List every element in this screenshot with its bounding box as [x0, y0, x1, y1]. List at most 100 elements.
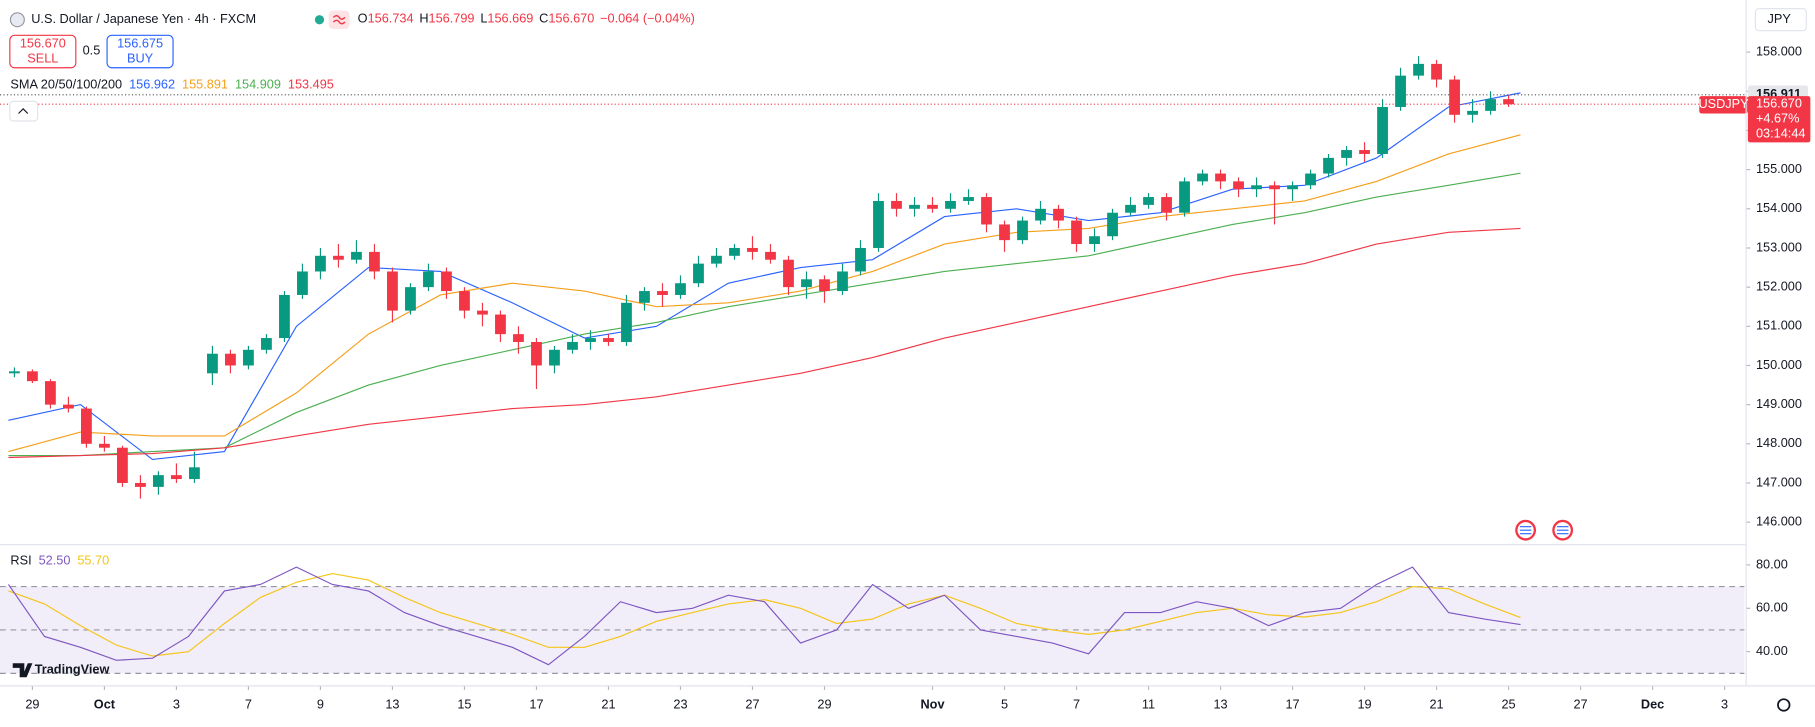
- candle-body: [27, 371, 38, 382]
- candle-body: [1197, 173, 1208, 182]
- ohlc-value: 156.734: [368, 11, 414, 26]
- last-price-box: [1747, 96, 1811, 143]
- candle-body: [459, 291, 470, 311]
- candle-body: [801, 279, 812, 288]
- candle-body: [783, 259, 794, 288]
- rsi-tick-label: 60.00: [1756, 600, 1788, 615]
- candle-body: [531, 341, 542, 366]
- data-badge-icon: [332, 14, 346, 25]
- settings-icon[interactable]: [1777, 698, 1791, 712]
- rsi-line: [7, 566, 1521, 666]
- rsi-tick-label: 80.00: [1756, 556, 1788, 571]
- time-tick-label: 5: [1001, 696, 1008, 711]
- sma-value: 153.495: [288, 77, 334, 92]
- candle-body: [927, 204, 938, 209]
- candle-body: [1251, 185, 1262, 190]
- sma-value: 156.962: [129, 77, 175, 92]
- sma-line: [8, 92, 1521, 461]
- chart-title: U.S. Dollar / Japanese Yen · 4h · FXCM: [31, 11, 256, 26]
- price-tick-label: 147.000: [1756, 474, 1802, 489]
- candle-body: [1395, 75, 1406, 107]
- time-tick-label: 13: [1213, 696, 1227, 711]
- collapse-button[interactable]: [9, 100, 39, 122]
- price-tick-label: 148.000: [1756, 435, 1802, 450]
- candle-body: [1107, 212, 1118, 237]
- candle-body: [585, 338, 596, 342]
- ohlc-legend: O156.734 H156.799 L156.669 C156.670 −0.064 (…: [358, 11, 695, 26]
- time-tick-label: 19: [1357, 696, 1371, 711]
- candle-body: [1359, 150, 1370, 154]
- candle-body: [261, 338, 272, 350]
- time-tick-label: 27: [1573, 696, 1587, 711]
- rsi-ma-value: 55.70: [77, 553, 109, 568]
- candle-body: [279, 294, 290, 339]
- candle-body: [1503, 99, 1514, 105]
- buy-price: 156.675: [117, 35, 163, 50]
- candle-body: [873, 200, 884, 248]
- time-tick-label: 25: [1501, 696, 1515, 711]
- candle-body: [1269, 185, 1280, 190]
- candle-body: [117, 447, 128, 483]
- candle-body: [1287, 185, 1298, 190]
- symbol-icon: [9, 12, 25, 28]
- candle-body: [603, 338, 614, 342]
- sell-label: SELL: [27, 50, 58, 65]
- time-tick-label: 7: [245, 696, 252, 711]
- time-tick-label: 29: [25, 696, 39, 711]
- candle-body: [1485, 99, 1496, 111]
- currency-button[interactable]: [1754, 8, 1807, 32]
- sma-legend: SMA 20/50/100/200 156.962 155.891 154.909 15…: [10, 77, 333, 92]
- candle-body: [513, 334, 524, 342]
- candle-body: [1377, 106, 1388, 154]
- sma-value: 154.909: [235, 77, 281, 92]
- rsi-tick-label: 40.00: [1756, 643, 1788, 658]
- candle-body: [135, 482, 146, 487]
- candle-body: [981, 197, 992, 225]
- ohlc-label: C: [539, 11, 548, 26]
- price-tick-label: 149.000: [1756, 396, 1802, 411]
- rsi-ma-line: [8, 572, 1521, 657]
- ohlc-label: H: [419, 11, 428, 26]
- candle-body: [9, 371, 20, 374]
- candle-body: [225, 353, 236, 366]
- candle-body: [369, 251, 380, 272]
- candle-body: [567, 341, 578, 350]
- price-tick-label: 155.000: [1756, 161, 1802, 176]
- ohlc-label: O: [358, 11, 368, 26]
- price-tick-label: 151.000: [1756, 318, 1802, 333]
- time-tick-label: 27: [745, 696, 759, 711]
- ohlc-label: L: [480, 11, 487, 26]
- time-tick-label: 17: [529, 696, 543, 711]
- candle-body: [189, 467, 200, 480]
- candle-body: [639, 291, 650, 303]
- rsi-legend: RSI 52.50 55.70: [10, 553, 109, 568]
- candle-body: [945, 200, 956, 209]
- candle-body: [999, 224, 1010, 241]
- time-tick-label: 21: [1429, 696, 1443, 711]
- sell-button[interactable]: [9, 34, 77, 69]
- time-tick-label: 9: [317, 696, 324, 711]
- candle-body: [441, 271, 452, 292]
- candle-body: [495, 314, 506, 335]
- candle-body: [1233, 181, 1244, 190]
- buy-button[interactable]: [106, 34, 174, 69]
- time-tick-label: 3: [1721, 696, 1728, 711]
- candle-body: [891, 200, 902, 209]
- candle-body: [477, 310, 488, 315]
- symbol-label: USDJPY: [1698, 96, 1749, 111]
- sma-line: [8, 172, 1521, 457]
- candle-body: [81, 408, 92, 444]
- sma-label: SMA 20/50/100/200: [10, 77, 122, 92]
- time-tick-label: 11: [1142, 696, 1155, 711]
- sell-price: 156.670: [20, 35, 66, 50]
- brand-name: TradingView: [35, 662, 110, 677]
- sma-line: [8, 134, 1521, 453]
- candle-body: [387, 271, 398, 311]
- ohlc-value: 156.799: [429, 11, 475, 26]
- candle-body: [1017, 220, 1028, 241]
- candle-body: [45, 381, 56, 405]
- candle-body: [153, 475, 164, 487]
- price-tick-label: 150.000: [1756, 357, 1802, 372]
